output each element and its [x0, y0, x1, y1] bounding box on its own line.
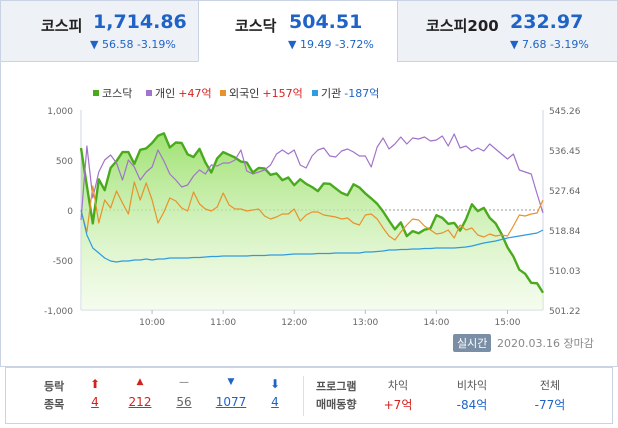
index-tabs: 코스피 1,714.86 ▼ 56.58 -3.19% 코스닥 504.51 ▼… — [0, 0, 618, 62]
lower-limit-count[interactable]: 4 — [271, 395, 279, 409]
legend-swatch-1 — [146, 90, 152, 96]
y-right-tick-label: 501.22 — [549, 307, 581, 317]
market-stats-bar: 등락 종목 ⬆ 4 ▲ 212 — 56 ▼ 1077 ⬇ 4 프로그램 매매동… — [5, 367, 613, 424]
tab-kospi-value: 1,714.86 — [93, 11, 187, 33]
y-left-tick-label: -500 — [53, 257, 74, 267]
updown-label-top: 등락 — [44, 380, 65, 393]
legend-label-3: 기관 -187억 — [321, 87, 379, 100]
y-right-tick-label: 518.84 — [549, 227, 581, 237]
series-line-3 — [80, 209, 544, 263]
legend-swatch-0 — [93, 90, 99, 96]
x-tick-label: 13:00 — [352, 318, 378, 328]
chart-plot — [79, 132, 545, 310]
fall-count[interactable]: 1077 — [215, 395, 247, 409]
tab-kosdaq-change: ▼ 19.49 -3.72% — [288, 38, 374, 51]
series-line-1 — [80, 133, 544, 221]
legend-label-0: 코스닥 — [102, 87, 132, 100]
arbitrage-value: +7억 — [383, 398, 413, 412]
program-label-top: 프로그램 — [316, 380, 357, 393]
y-left-tick-label: 0 — [67, 207, 73, 217]
x-tick-label: 15:00 — [494, 318, 520, 328]
y-right-tick-label: 527.64 — [549, 187, 581, 197]
fall-triangle-icon: ▼ — [227, 377, 235, 387]
non-arbitrage-head: 비차익 — [456, 379, 488, 392]
y-left-tick-label: -1,000 — [44, 307, 73, 317]
rise-triangle-icon: ▲ — [136, 377, 144, 387]
chart-legend: 코스닥 개인 +47억 외국인 +157억 기관 -187억 — [93, 87, 379, 100]
tab-kosdaq[interactable]: 코스닥 504.51 ▼ 19.49 -3.72% — [198, 0, 398, 62]
total-head: 전체 — [539, 379, 561, 392]
program-label-bottom: 매매동향 — [316, 398, 357, 411]
tab-kospi[interactable]: 코스피 1,714.86 ▼ 56.58 -3.19% — [0, 0, 199, 62]
tab-kosdaq-name: 코스닥 — [235, 17, 277, 35]
tab-kosdaq-value: 504.51 — [289, 11, 363, 33]
tab-kospi200[interactable]: 코스피200 232.97 ▼ 7.68 -3.19% — [397, 0, 618, 62]
date-label: 2020.03.16 장마감 — [497, 337, 594, 350]
tab-kospi200-change: ▼ 7.68 -3.19% — [510, 38, 589, 51]
total-value: -77억 — [534, 398, 566, 412]
flat-count[interactable]: 56 — [176, 395, 192, 409]
tab-kospi200-name: 코스피200 — [426, 17, 499, 35]
series-area-0 — [81, 133, 543, 310]
x-tick-label: 14:00 — [423, 318, 449, 328]
realtime-badge[interactable]: 실시간 — [453, 334, 492, 352]
y-right-tick-label: 545.26 — [549, 107, 581, 117]
lower-limit-arrow-icon: ⬇ — [269, 377, 281, 391]
legend-label-2: 외국인 +157억 — [229, 87, 303, 100]
stats-divider — [303, 376, 304, 416]
y-left-tick-label: 500 — [56, 157, 73, 167]
upper-limit-arrow-icon: ⬆ — [89, 377, 101, 391]
legend-amount-3: -187억 — [344, 87, 379, 100]
legend-label-1: 개인 +47억 — [155, 87, 212, 100]
legend-amount-2: +157억 — [262, 87, 302, 100]
x-tick-label: 10:00 — [139, 318, 165, 328]
chart-panel: 코스닥 개인 +47억 외국인 +157억 기관 -187억 1,000 500 0 -500 -1… — [0, 61, 618, 367]
legend-swatch-2 — [220, 90, 226, 96]
rise-count[interactable]: 212 — [128, 395, 152, 409]
y-left-tick-label: 1,000 — [47, 107, 73, 117]
tab-kospi-change: ▼ 56.58 -3.19% — [90, 38, 176, 51]
y-right-tick-label: 536.45 — [549, 147, 581, 157]
updown-label-bottom: 종목 — [44, 398, 65, 411]
non-arbitrage-value: -84억 — [456, 398, 488, 412]
legend-swatch-3 — [312, 90, 318, 96]
tab-kospi-name: 코스피 — [41, 17, 83, 35]
kosdaq-intraday-chart: 코스닥 개인 +47억 외국인 +157억 기관 -187억 1,000 500 0 -500 -1… — [44, 87, 581, 328]
flat-dash-icon: — — [179, 377, 189, 388]
x-tick-label: 11:00 — [210, 318, 236, 328]
arbitrage-head: 차익 — [387, 379, 409, 392]
tab-kospi200-value: 232.97 — [510, 11, 584, 33]
legend-amount-1: +47억 — [178, 87, 211, 100]
x-tick-label: 12:00 — [281, 318, 307, 328]
series-line-2 — [80, 181, 544, 241]
y-right-tick-label: 510.03 — [549, 267, 581, 277]
upper-limit-count[interactable]: 4 — [91, 395, 99, 409]
series-line-0 — [79, 132, 545, 294]
